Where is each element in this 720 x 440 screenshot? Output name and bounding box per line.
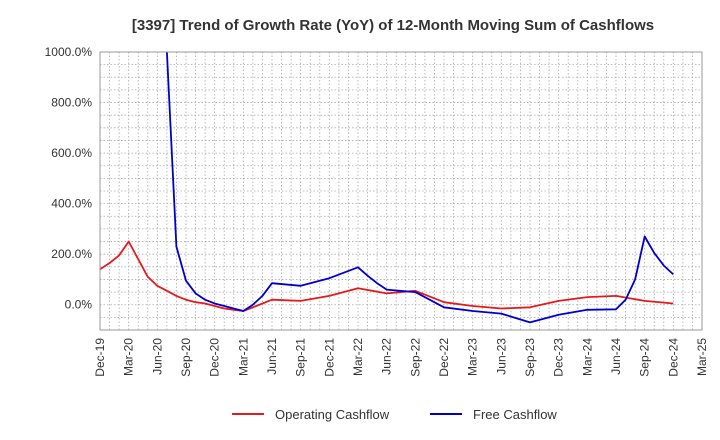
x-tick-label: Dec-20 xyxy=(208,338,222,377)
y-axis: 1000.0% 800.0% 600.0% 400.0% 200.0% 0.0% xyxy=(45,45,93,312)
x-tick-label: Dec-19 xyxy=(93,338,107,377)
x-tick-label: Mar-24 xyxy=(580,338,594,376)
legend-label: Operating Cashflow xyxy=(275,407,390,422)
legend-label: Free Cashflow xyxy=(473,407,557,422)
series-line xyxy=(100,240,674,312)
x-tick-label: Mar-20 xyxy=(122,338,136,376)
x-tick-label: Sep-21 xyxy=(294,338,308,377)
x-tick-label: Dec-21 xyxy=(322,338,336,377)
y-tick-label: 400.0% xyxy=(51,197,92,211)
plot-frame xyxy=(99,51,703,331)
y-tick-label: 600.0% xyxy=(51,146,92,160)
chart-title: [3397] Trend of Growth Rate (YoY) of 12-… xyxy=(132,17,654,34)
x-tick-label: Jun-20 xyxy=(150,338,164,375)
x-tick-label: Mar-22 xyxy=(351,338,365,376)
x-tick-label: Mar-25 xyxy=(695,338,709,376)
x-tick-label: Sep-20 xyxy=(179,338,193,377)
x-tick-label: Sep-22 xyxy=(408,338,422,377)
y-tick-label: 800.0% xyxy=(51,96,92,110)
grid xyxy=(99,51,703,331)
x-tick-label: Dec-23 xyxy=(552,338,566,377)
x-tick-label: Jun-23 xyxy=(494,338,508,375)
x-tick-label: Dec-24 xyxy=(666,338,680,377)
y-tick-label: 200.0% xyxy=(51,247,92,261)
x-axis: Dec-19 Mar-20 Jun-20 Sep-20 Dec-20 Mar-21 Jun-… xyxy=(93,338,709,377)
x-tick-label: Mar-21 xyxy=(236,338,250,376)
x-tick-label: Mar-23 xyxy=(466,338,480,376)
series-group xyxy=(100,52,674,324)
series-line xyxy=(166,52,674,324)
x-tick-label: Sep-23 xyxy=(523,338,537,377)
y-tick-label: 1000.0% xyxy=(45,45,93,59)
x-tick-label: Jun-21 xyxy=(265,338,279,375)
legend: Operating Cashflow Free Cashflow xyxy=(232,407,557,422)
y-tick-label: 0.0% xyxy=(65,298,93,312)
x-tick-label: Jun-22 xyxy=(380,338,394,375)
x-tick-label: Sep-24 xyxy=(638,338,652,377)
x-tick-label: Jun-24 xyxy=(609,338,623,375)
x-tick-label: Dec-22 xyxy=(437,338,451,377)
